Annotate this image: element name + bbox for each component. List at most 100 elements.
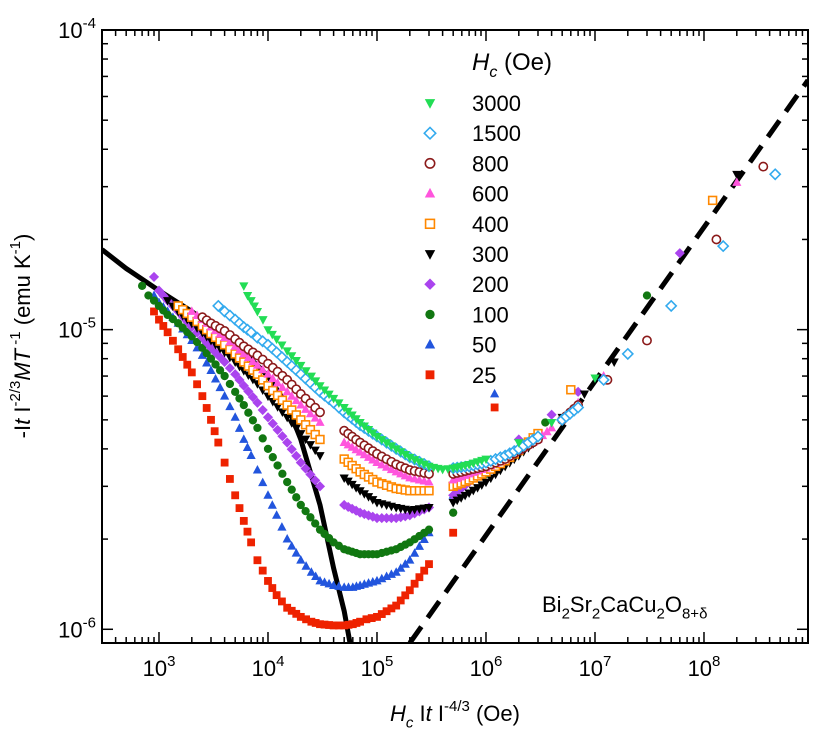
data-point <box>355 487 365 496</box>
data-point <box>282 534 292 543</box>
data-point <box>178 353 187 361</box>
data-point <box>541 418 550 427</box>
data-point <box>248 356 258 365</box>
data-point <box>732 170 742 180</box>
data-point <box>214 438 223 447</box>
data-point <box>257 404 268 416</box>
data-point <box>291 395 301 405</box>
data-point <box>386 569 396 578</box>
data-point <box>296 400 306 409</box>
data-point <box>246 450 256 460</box>
data-point <box>391 445 401 454</box>
data-point <box>211 360 220 369</box>
data-point <box>400 451 410 460</box>
legend-label: 400 <box>472 212 509 237</box>
data-point <box>291 357 301 366</box>
text-part: c <box>406 715 414 731</box>
data-point <box>225 401 235 411</box>
data-point <box>283 477 292 487</box>
legend-label: 25 <box>472 363 496 388</box>
data-point <box>566 385 576 395</box>
data-point <box>277 431 288 442</box>
tick-exponent: 3 <box>167 653 175 670</box>
data-point <box>277 341 287 351</box>
data-point <box>292 609 301 618</box>
axis-ticks <box>101 29 809 644</box>
data-point <box>334 581 344 590</box>
data-point <box>410 548 420 557</box>
data-point <box>234 423 245 432</box>
data-point <box>231 491 240 500</box>
x-tick-label: 108 <box>688 653 721 681</box>
data-point <box>664 299 678 313</box>
data-point <box>381 439 392 448</box>
text-part: 8+δ <box>682 606 707 623</box>
data-point <box>315 407 325 418</box>
data-point <box>316 620 324 629</box>
data-point <box>392 601 401 610</box>
data-point <box>490 403 499 412</box>
data-point <box>314 481 326 492</box>
y-tick-label: 10-4 <box>58 15 96 43</box>
legend-label: 3000 <box>472 91 521 116</box>
data-point <box>320 620 329 629</box>
legend-marker <box>425 370 435 380</box>
data-point <box>210 427 219 436</box>
data-point <box>252 360 263 369</box>
data-point <box>287 352 297 361</box>
data-point <box>396 563 406 572</box>
data-point <box>163 297 173 306</box>
data-point <box>344 620 353 629</box>
plot-frame <box>101 29 809 644</box>
data-point <box>215 352 226 363</box>
data-point <box>247 392 258 403</box>
y-tick-label: 10-6 <box>58 614 96 642</box>
data-point <box>192 337 202 347</box>
data-point <box>137 281 147 290</box>
data-point <box>258 566 267 575</box>
data-point <box>419 460 429 470</box>
data-point <box>642 291 652 300</box>
data-point <box>282 413 292 423</box>
legend-marker <box>424 250 436 260</box>
data-point <box>243 527 252 536</box>
data-point <box>410 456 420 465</box>
data-point <box>153 285 165 296</box>
tick-base: 10 <box>688 656 712 681</box>
data-point <box>315 417 325 426</box>
data-point <box>243 292 253 301</box>
data-point <box>287 419 297 428</box>
text-part: -4/3 <box>444 698 470 715</box>
data-point <box>264 577 272 585</box>
data-point <box>386 464 396 474</box>
data-point <box>258 375 268 385</box>
data-point <box>449 508 458 517</box>
data-point <box>239 282 249 291</box>
data-point <box>292 493 301 502</box>
tick-exponent: 7 <box>603 653 611 670</box>
data-point <box>282 347 292 356</box>
text-part: c <box>489 64 497 81</box>
series-25 <box>150 307 499 630</box>
data-point <box>277 395 288 405</box>
data-point <box>339 499 350 511</box>
data-point <box>334 621 343 630</box>
tick-base: 10 <box>58 18 82 43</box>
data-point <box>239 348 249 358</box>
data-point <box>202 404 211 412</box>
data-point <box>315 434 325 445</box>
data-point <box>368 429 378 439</box>
series-3000 <box>239 282 600 475</box>
data-point <box>230 341 240 350</box>
legend-label: 300 <box>472 242 509 267</box>
data-point <box>268 385 278 396</box>
data-point <box>300 463 311 474</box>
data-point <box>716 239 730 253</box>
data-point <box>334 399 344 408</box>
data-point <box>351 505 362 516</box>
data-point <box>609 358 619 368</box>
data-point <box>277 522 287 531</box>
data-point <box>243 386 254 397</box>
data-point <box>449 528 458 537</box>
data-point <box>296 430 306 439</box>
